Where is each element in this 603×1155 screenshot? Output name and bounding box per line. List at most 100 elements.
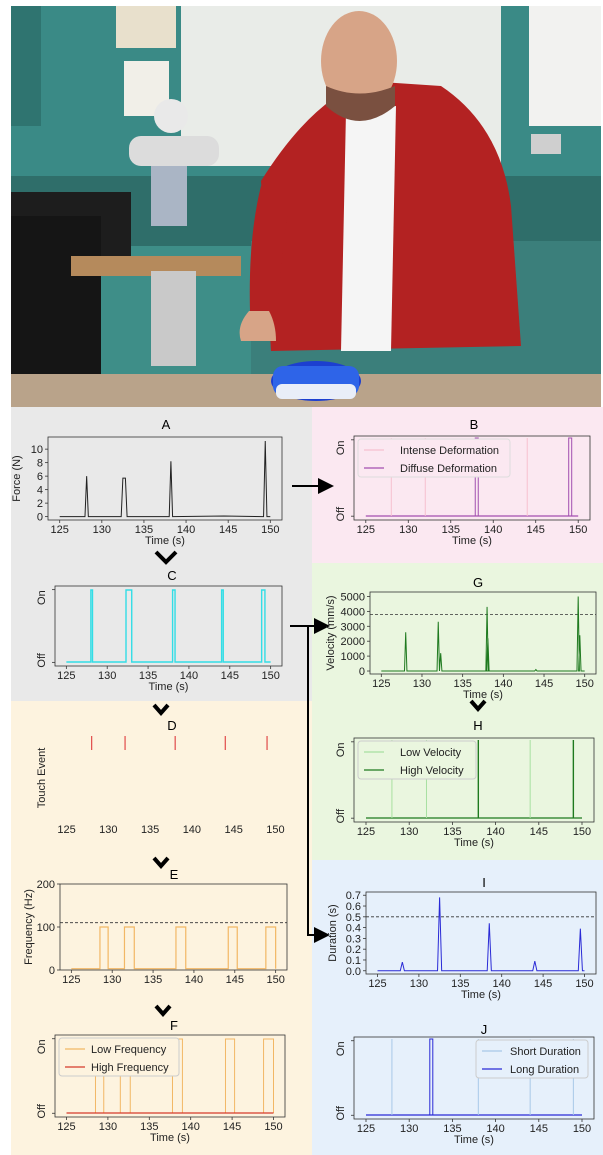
- panel-label-g: G: [473, 575, 483, 590]
- x-tick-label-g-150: 150: [576, 678, 594, 690]
- panel-label-c: C: [167, 568, 176, 583]
- y-tick-label-b-on: On: [335, 440, 347, 455]
- legend-label-long-duration: Long Duration: [510, 1064, 579, 1076]
- y-tick-label-e-1: 100: [37, 922, 55, 934]
- x-tick-label-f-145: 145: [223, 1121, 241, 1133]
- y-tick-label-a-5: 10: [31, 444, 43, 456]
- x-tick-label-j-145: 145: [530, 1123, 548, 1135]
- y-tick-label-b-off: Off: [335, 506, 347, 521]
- legend-box-j: [475, 1039, 589, 1079]
- x-tick-label-a-135: 135: [135, 524, 153, 536]
- x-tick-label-e-130: 130: [103, 974, 121, 986]
- plot-frame-c: [54, 585, 283, 667]
- y-tick-label-i-1: 0.1: [346, 955, 361, 967]
- x-tick-label-c-150: 150: [261, 670, 279, 682]
- x-tick-label-c-145: 145: [221, 670, 239, 682]
- x-tick-label-g-125: 125: [372, 678, 390, 690]
- series-velocity: [381, 596, 585, 672]
- y-tick-label-g-5: 5000: [341, 591, 365, 603]
- x-tick-label-e-150: 150: [266, 974, 284, 986]
- x-tick-label-c-135: 135: [139, 670, 157, 682]
- x-tick-label-h-145: 145: [530, 826, 548, 838]
- y-tick-label-i-2: 0.2: [346, 944, 361, 956]
- x-tick-label-c-125: 125: [57, 670, 75, 682]
- y-tick-label-j-off: Off: [335, 1105, 347, 1120]
- y-tick-label-g-2: 2000: [341, 636, 365, 648]
- plot-frame-h: [353, 737, 595, 823]
- legend-box-b: [357, 438, 511, 478]
- arrow-d-to-e: [152, 856, 170, 870]
- panel-label-f: F: [170, 1018, 178, 1033]
- y-tick-label-i-3: 0.3: [346, 933, 361, 945]
- plot-frame-b: [353, 435, 591, 521]
- y-tick-label-g-0: 0: [359, 666, 365, 678]
- x-tick-label-h-135: 135: [443, 826, 461, 838]
- diffuse-deformation-mark-1: [568, 437, 573, 517]
- series-touch: [66, 589, 271, 663]
- x-tick-label-d-145: 145: [224, 824, 242, 836]
- y-tick-label-a-3: 6: [37, 471, 43, 483]
- panel-label-i: I: [482, 875, 486, 890]
- x-tick-label-g-140: 140: [494, 678, 512, 690]
- y-tick-label-c-on: On: [36, 590, 48, 605]
- x-tick-label-f-150: 150: [264, 1121, 282, 1133]
- legend-label-short-duration: Short Duration: [510, 1046, 581, 1058]
- x-tick-label-b-150: 150: [569, 524, 587, 536]
- panel-label-a: A: [162, 417, 171, 432]
- x-tick-label-d-125: 125: [57, 824, 75, 836]
- x-tick-label-i-140: 140: [493, 978, 511, 990]
- y-tick-label-g-4: 4000: [341, 606, 365, 618]
- y-tick-label-i-7: 0.7: [346, 890, 361, 902]
- x-tick-label-h-130: 130: [400, 826, 418, 838]
- y-tick-label-j-on: On: [335, 1041, 347, 1056]
- panel-label-h: H: [473, 718, 482, 733]
- x-axis-label-h: Time (s): [454, 837, 494, 849]
- x-tick-label-i-150: 150: [575, 978, 593, 990]
- y-tick-label-a-4: 8: [37, 458, 43, 470]
- y-tick-label-a-1: 2: [37, 498, 43, 510]
- x-tick-label-d-140: 140: [183, 824, 201, 836]
- pink-panel: [312, 407, 603, 563]
- x-tick-label-f-130: 130: [99, 1121, 117, 1133]
- series-frequency: [71, 926, 277, 970]
- x-axis-label-a: Time (s): [145, 535, 185, 547]
- x-tick-label-e-135: 135: [144, 974, 162, 986]
- y-axis-label-g: Velocity (mm/s): [325, 595, 337, 670]
- x-tick-label-a-125: 125: [51, 524, 69, 536]
- x-tick-label-d-130: 130: [99, 824, 117, 836]
- x-tick-label-b-140: 140: [484, 524, 502, 536]
- x-tick-label-j-140: 140: [486, 1123, 504, 1135]
- y-tick-label-i-0: 0.0: [346, 966, 361, 978]
- panel-label-j: J: [481, 1022, 488, 1037]
- green-panel: [312, 563, 603, 860]
- panel-label-e: E: [170, 867, 179, 882]
- legend-label-high-frequency: High Frequency: [91, 1062, 169, 1074]
- x-tick-label-i-130: 130: [410, 978, 428, 990]
- legend-label-intense: Intense Deformation: [400, 445, 499, 457]
- x-tick-label-h-150: 150: [573, 826, 591, 838]
- y-tick-label-h-off: Off: [335, 808, 347, 823]
- x-tick-label-e-140: 140: [185, 974, 203, 986]
- y-axis-label-e: Frequency (Hz): [23, 889, 35, 965]
- y-tick-label-i-5: 0.5: [346, 912, 361, 924]
- left-orange-panel: [11, 701, 312, 1155]
- x-tick-label-h-125: 125: [357, 826, 375, 838]
- panel-label-d: D: [167, 718, 176, 733]
- x-axis-label-f: Time (s): [150, 1132, 190, 1144]
- y-axis-label-d: Touch Event: [36, 748, 48, 809]
- y-tick-label-h-on: On: [335, 742, 347, 757]
- arrow-c-to-i: [307, 626, 330, 943]
- long-duration-mark-0: [429, 1038, 434, 1116]
- series-duration: [377, 897, 585, 972]
- y-tick-label-f-on: On: [36, 1039, 48, 1054]
- x-tick-label-d-150: 150: [266, 824, 284, 836]
- plot-frame-j: [353, 1036, 595, 1120]
- x-tick-label-j-150: 150: [573, 1123, 591, 1135]
- legend-box-h: [357, 740, 477, 780]
- plot-frame-e: [59, 883, 288, 971]
- x-tick-label-i-125: 125: [368, 978, 386, 990]
- series-force: [59, 441, 271, 518]
- legend-label-diffuse: Diffuse Deformation: [400, 463, 497, 475]
- x-tick-label-b-125: 125: [357, 524, 375, 536]
- x-tick-label-b-135: 135: [442, 524, 460, 536]
